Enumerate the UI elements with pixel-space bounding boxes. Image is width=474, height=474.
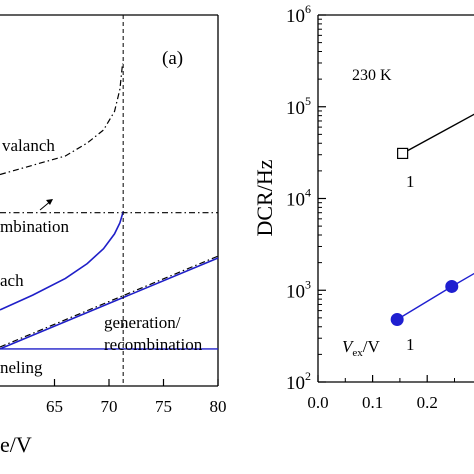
left-panel-x-ticks [53, 379, 219, 386]
left-panel-x-tick-labels: 65 70 75 80 [46, 397, 227, 416]
right-y-tick-label: 102 [286, 369, 311, 394]
left-x-tick-label: 70 [101, 397, 118, 416]
right-panel-y-ticks [318, 14, 326, 383]
annotation-arrow [39, 199, 53, 211]
right-series-line-1 [402, 113, 474, 155]
right-x-tick-label: 0.2 [417, 393, 438, 412]
right-panel-x-tick-labels: 0.0 0.1 0.2 [307, 393, 437, 412]
annotation-recombination-upper: mbination [0, 217, 69, 236]
point-label-lower: 1 [406, 335, 415, 354]
left-series-line-5 [0, 255, 219, 348]
vex-label-v: V [342, 337, 355, 356]
right-y-tick-label: 103 [286, 277, 311, 302]
left-x-tick-label: 80 [210, 397, 227, 416]
left-panel-x-axis-label: e/V [0, 432, 32, 457]
left-x-tick-label: 75 [155, 397, 172, 416]
left-x-tick-label: 65 [46, 397, 63, 416]
annotation-generation: generation/ [104, 313, 181, 332]
right-y-tick-label: 106 [286, 2, 311, 27]
right-panel-y-tick-labels: 102 103 104 105 106 [286, 2, 311, 394]
right-panel-series [390, 113, 474, 326]
vex-label-unit: /V [363, 337, 381, 356]
right-panel: 102 103 104 105 106 0.0 0.1 0.2 230 K 1 1 Vex/… [252, 2, 474, 412]
annotation-avalanche: valanch [2, 136, 55, 155]
vex-label-sub: ex [352, 347, 363, 359]
annotation-recombination: recombination [104, 335, 203, 354]
left-series-line-1 [0, 63, 124, 176]
annotation-tunneling: neling [0, 358, 43, 377]
data-point-open-square [397, 147, 409, 160]
data-point-filled-circle [445, 279, 459, 293]
right-y-tick-label: 104 [286, 186, 311, 211]
right-series-line-2 [396, 272, 474, 321]
left-panel-series [0, 63, 219, 350]
point-label-upper: 1 [406, 172, 415, 191]
annotation-avalanche-lower: ach [0, 271, 24, 290]
vex-label: Vex/V [342, 337, 381, 359]
right-panel-x-ticks [317, 375, 455, 382]
right-panel-y-axis-label: DCR/Hz [252, 159, 277, 236]
left-series-line-4 [0, 257, 219, 350]
left-panel: 65 70 75 80 (a) valanch mbination ach gener… [0, 14, 227, 457]
right-x-tick-label: 0.1 [362, 393, 383, 412]
panel-label: (a) [162, 48, 183, 69]
left-series-line-3 [0, 211, 124, 311]
temperature-label: 230 K [352, 67, 392, 84]
right-y-tick-label: 105 [286, 94, 311, 119]
right-x-tick-label: 0.0 [307, 393, 328, 412]
data-point-filled-circle [390, 312, 404, 326]
